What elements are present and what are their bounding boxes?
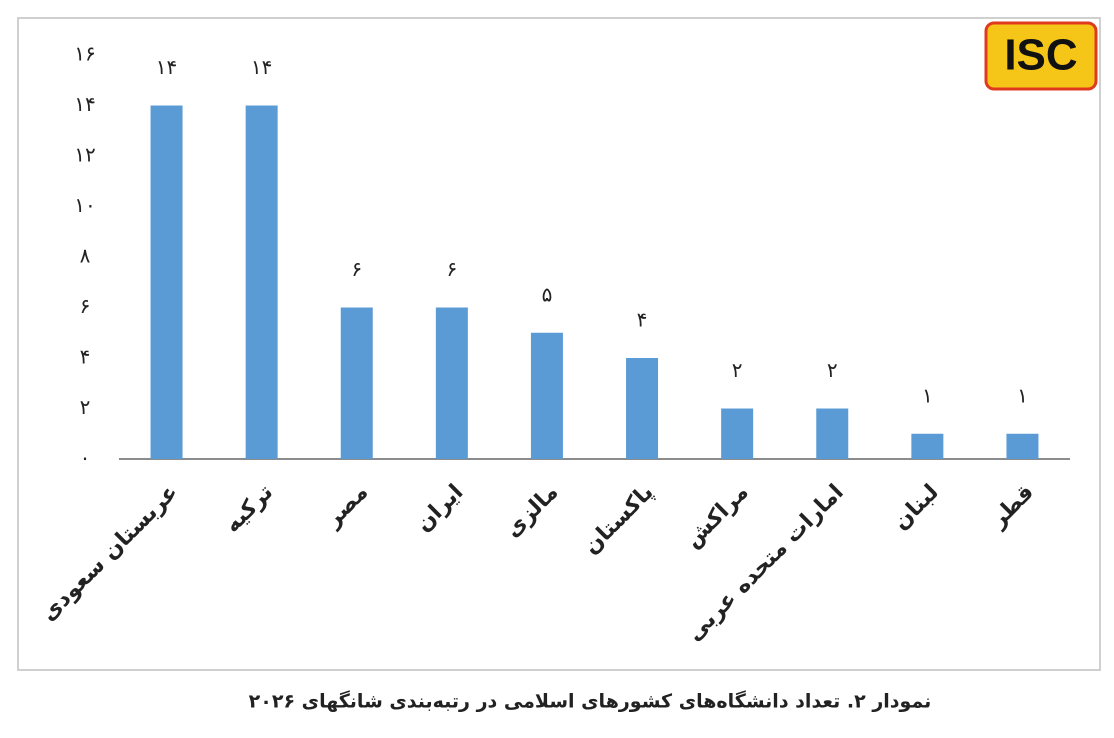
bar [816,408,849,459]
logo: ISC [984,21,1098,91]
value-label: ۲ [732,358,743,382]
bar [150,105,183,459]
bar [1006,433,1039,459]
logo-box [984,21,1098,91]
bar [530,332,563,459]
value-label: ۶ [446,257,457,281]
y-tick-label: ۲ [80,395,91,419]
bar [721,408,754,459]
value-label: ۲ [827,358,838,382]
y-tick-label: ۴ [80,345,91,369]
y-tick-label: ۱۶ [74,42,95,66]
value-label: ۱۴ [156,55,177,79]
bar [245,105,278,459]
y-tick-label: ۱۴ [74,92,95,116]
bar [626,358,659,459]
value-label: ۵ [542,282,553,306]
y-tick-label: ۱۰ [74,193,95,217]
y-tick-label: ۶ [80,294,91,318]
value-label: ۱ [1017,383,1028,407]
y-tick-label: ۸ [80,244,91,268]
value-label: ۴ [637,308,648,332]
value-label: ۶ [351,257,362,281]
y-tick-label: ۱۲ [74,143,95,167]
bar [911,433,944,459]
y-tick-label: ۰ [80,446,91,470]
bar [340,307,373,459]
value-label: ۱۴ [251,55,272,79]
bar [435,307,468,459]
value-label: ۱ [922,383,933,407]
chart-title: نمودار ۲. تعداد دانشگاه‌های کشورهای اسلا… [249,690,932,713]
logo-text: ISC [1004,31,1077,80]
